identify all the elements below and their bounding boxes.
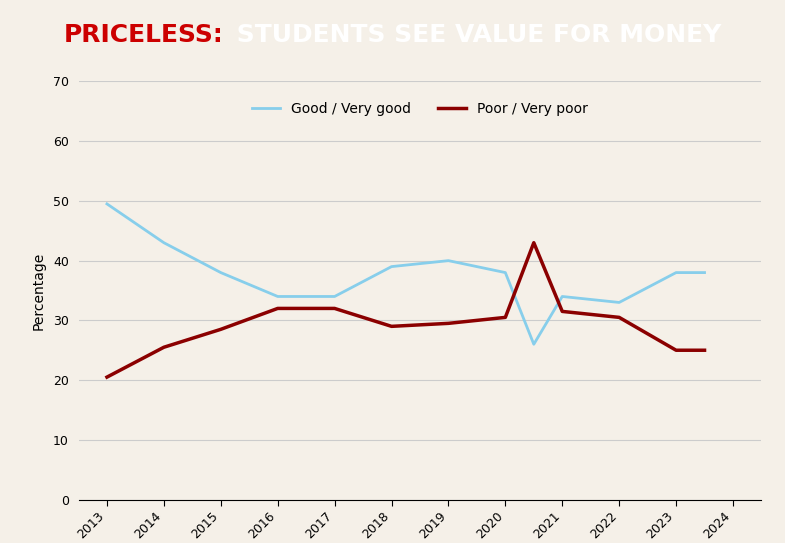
Y-axis label: Percentage: Percentage: [32, 251, 46, 330]
Text: PRICELESS:: PRICELESS:: [64, 23, 224, 47]
Text: STUDENTS SEE VALUE FOR MONEY: STUDENTS SEE VALUE FOR MONEY: [228, 23, 721, 47]
Legend: Good / Very good, Poor / Very poor: Good / Very good, Poor / Very poor: [246, 97, 593, 122]
